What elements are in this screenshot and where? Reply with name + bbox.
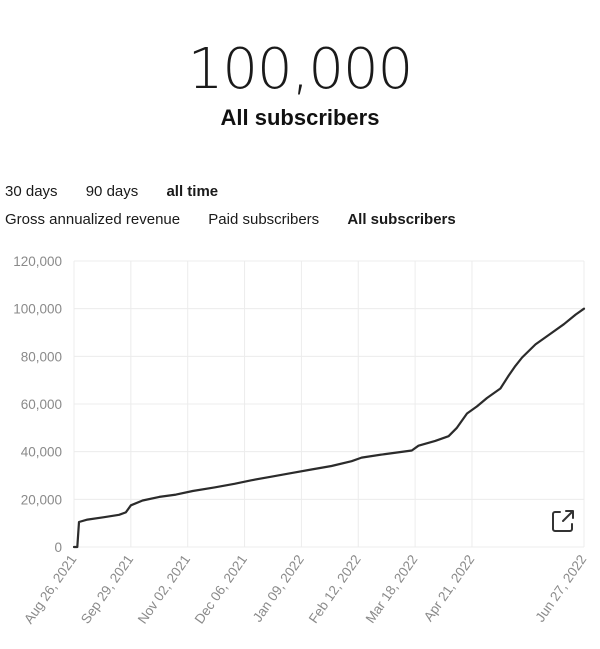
y-tick-label: 20,000 xyxy=(21,492,62,507)
x-tick-label: Dec 06, 2021 xyxy=(192,552,250,626)
tab-30-days[interactable]: 30 days xyxy=(5,183,58,200)
tab-all-subscribers[interactable]: All subscribers xyxy=(347,211,456,228)
x-tick-label: Aug 26, 2021 xyxy=(21,552,79,626)
y-tick-label: 40,000 xyxy=(21,445,62,460)
y-tick-label: 80,000 xyxy=(21,349,62,364)
series-line-all-subscribers xyxy=(72,307,586,549)
y-tick-label: 120,000 xyxy=(13,254,62,269)
headline-label: All subscribers xyxy=(220,105,380,130)
headline-value: 100,000 xyxy=(187,37,414,102)
tab-90-days[interactable]: 90 days xyxy=(85,183,139,200)
external-link-icon[interactable] xyxy=(549,507,577,535)
time-range-tabs: 30 days 90 days all time xyxy=(5,182,242,202)
x-tick-label: Sep 29, 2021 xyxy=(78,552,136,626)
x-tick-label: Jan 09, 2022 xyxy=(250,552,307,625)
y-tick-label: 60,000 xyxy=(21,397,62,412)
tab-paid-subscribers[interactable]: Paid subscribers xyxy=(208,211,320,228)
x-tick-label: Feb 12, 2022 xyxy=(306,552,364,626)
x-tick-label: Mar 18, 2022 xyxy=(363,552,421,626)
y-axis-ticks: 0 20,000 40,000 60,000 80,000 100,000 120,000 xyxy=(13,254,62,555)
x-tick-label: Apr 21, 2022 xyxy=(421,552,478,624)
tab-all-time[interactable]: all time xyxy=(166,183,219,200)
y-tick-label: 100,000 xyxy=(13,302,62,317)
tab-gross-annualized-revenue[interactable]: Gross annualized revenue xyxy=(5,211,181,228)
grid xyxy=(73,260,585,548)
y-tick-label: 0 xyxy=(54,540,62,555)
x-tick-label: Nov 02, 2021 xyxy=(135,552,193,626)
metric-tabs: Gross annualized revenue Paid subscriber… xyxy=(5,210,480,230)
x-tick-label: Jun 27, 2022 xyxy=(532,552,589,625)
